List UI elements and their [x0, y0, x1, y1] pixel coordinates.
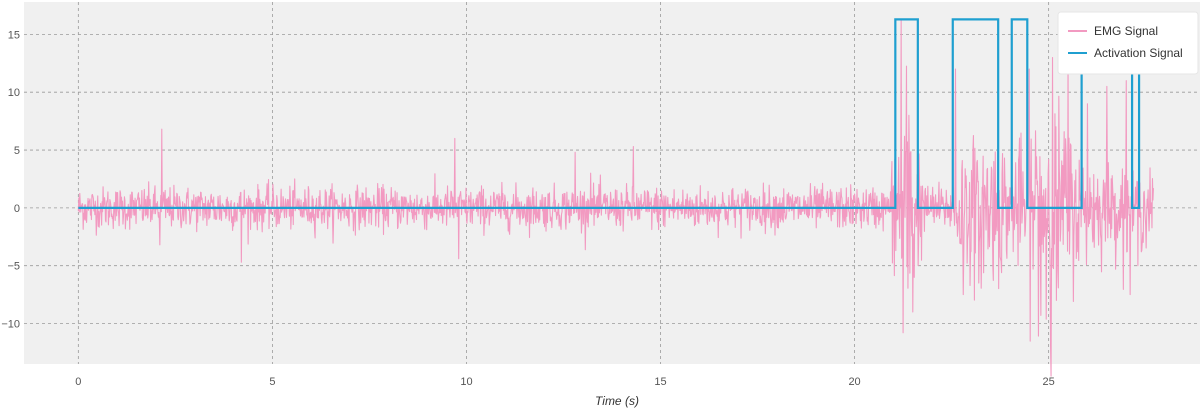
y-tick-label: −5 — [7, 261, 20, 273]
x-tick-label: 0 — [75, 376, 81, 388]
legend: EMG Signal Activation Signal — [1057, 11, 1199, 75]
emg-series — [77, 18, 1154, 377]
y-tick-label: 5 — [14, 145, 20, 157]
legend-label-activation: Activation Signal — [1094, 46, 1183, 60]
y-tick-label: 0 — [14, 203, 20, 215]
activation-signal-line — [78, 18, 1154, 209]
legend-box — [1057, 11, 1199, 75]
tick-labels: 0 5 10 15 20 25 −10 −5 0 5 10 15 — [1, 29, 1054, 388]
x-tick-label: 15 — [654, 376, 666, 388]
grid-lines — [24, 2, 1200, 364]
x-tick-label: 25 — [1043, 376, 1055, 388]
activation-series — [78, 18, 1154, 209]
legend-label-emg: EMG Signal — [1094, 24, 1158, 38]
y-tick-label: 10 — [8, 87, 20, 99]
emg-signal-line — [77, 18, 1154, 377]
x-tick-label: 10 — [460, 376, 472, 388]
y-tick-label: −10 — [1, 319, 20, 331]
x-axis-title: Time (s) — [595, 394, 639, 408]
x-tick-label: 20 — [848, 376, 860, 388]
y-tick-label: 15 — [8, 29, 20, 41]
x-tick-label: 5 — [269, 376, 275, 388]
